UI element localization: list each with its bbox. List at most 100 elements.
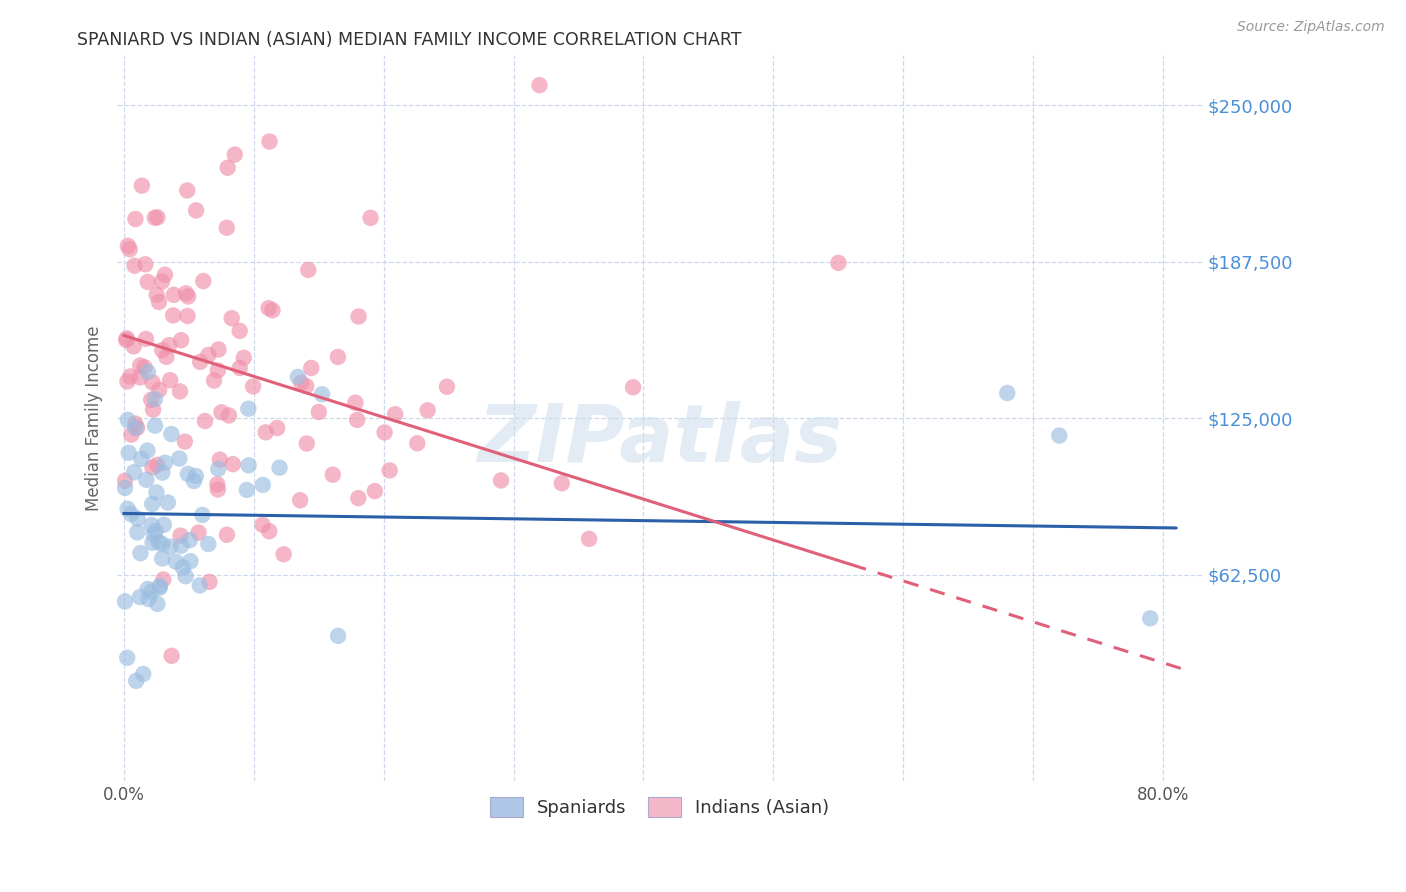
Point xyxy=(129,546,152,560)
Point xyxy=(184,469,207,483)
Point xyxy=(159,540,181,554)
Point xyxy=(176,183,198,197)
Point xyxy=(118,242,141,256)
Point xyxy=(127,525,149,540)
Point xyxy=(288,493,311,508)
Point xyxy=(207,483,229,497)
Point xyxy=(211,405,233,419)
Point xyxy=(155,350,177,364)
Point xyxy=(176,309,198,323)
Point xyxy=(114,474,136,488)
Point xyxy=(120,369,142,384)
Point xyxy=(129,590,152,604)
Point xyxy=(138,592,160,607)
Point xyxy=(136,275,159,289)
Point xyxy=(436,380,458,394)
Point xyxy=(308,405,330,419)
Point xyxy=(129,370,152,384)
Point xyxy=(120,427,142,442)
Point xyxy=(143,392,166,407)
Point xyxy=(297,263,319,277)
Point xyxy=(322,467,344,482)
Point xyxy=(135,332,157,346)
Point xyxy=(290,376,312,390)
Point xyxy=(142,535,165,549)
Point xyxy=(224,147,246,161)
Point xyxy=(149,581,172,595)
Point xyxy=(124,417,146,431)
Point xyxy=(135,473,157,487)
Point xyxy=(202,374,225,388)
Point xyxy=(143,418,166,433)
Point xyxy=(311,387,333,401)
Point xyxy=(188,578,211,592)
Point xyxy=(232,351,254,365)
Point xyxy=(222,457,245,471)
Point xyxy=(378,463,401,477)
Point xyxy=(115,331,138,345)
Point xyxy=(125,673,148,688)
Point xyxy=(145,287,167,301)
Point xyxy=(183,474,205,488)
Point xyxy=(174,569,197,583)
Point xyxy=(384,407,406,421)
Point xyxy=(145,485,167,500)
Point xyxy=(238,401,260,416)
Point xyxy=(374,425,396,440)
Point xyxy=(252,517,274,532)
Point xyxy=(150,466,173,480)
Point xyxy=(159,373,181,387)
Point xyxy=(141,584,163,599)
Point xyxy=(170,333,193,347)
Point xyxy=(143,211,166,225)
Point xyxy=(162,309,184,323)
Point xyxy=(145,524,167,538)
Point xyxy=(122,465,145,479)
Point xyxy=(406,436,429,450)
Point xyxy=(228,324,250,338)
Point xyxy=(150,343,173,357)
Point xyxy=(236,483,259,497)
Point xyxy=(257,301,280,316)
Point xyxy=(346,413,368,427)
Point xyxy=(174,286,197,301)
Point xyxy=(1047,428,1070,442)
Point xyxy=(295,379,318,393)
Point xyxy=(141,392,163,407)
Point xyxy=(146,458,169,472)
Point xyxy=(198,574,221,589)
Point xyxy=(136,365,159,379)
Text: ZIPatlas: ZIPatlas xyxy=(477,401,842,479)
Point xyxy=(215,528,238,542)
Point xyxy=(299,361,322,376)
Point xyxy=(191,508,214,522)
Point xyxy=(131,451,153,466)
Point xyxy=(578,532,600,546)
Point xyxy=(995,386,1018,401)
Point xyxy=(117,413,139,427)
Point xyxy=(115,650,138,665)
Point xyxy=(148,383,170,397)
Point xyxy=(242,379,264,393)
Point xyxy=(152,573,174,587)
Point xyxy=(295,436,318,450)
Point xyxy=(156,495,179,509)
Point xyxy=(157,338,180,352)
Point xyxy=(160,648,183,663)
Point xyxy=(114,594,136,608)
Point xyxy=(134,360,156,375)
Point xyxy=(136,443,159,458)
Point xyxy=(344,395,367,409)
Point xyxy=(621,380,644,394)
Point xyxy=(266,421,288,435)
Point xyxy=(217,161,239,175)
Point xyxy=(153,456,176,470)
Point xyxy=(134,257,156,271)
Point xyxy=(254,425,277,440)
Point xyxy=(146,597,169,611)
Y-axis label: Median Family Income: Median Family Income xyxy=(86,326,103,511)
Point xyxy=(177,289,200,303)
Point xyxy=(489,474,512,488)
Point xyxy=(141,497,163,511)
Point xyxy=(169,529,191,543)
